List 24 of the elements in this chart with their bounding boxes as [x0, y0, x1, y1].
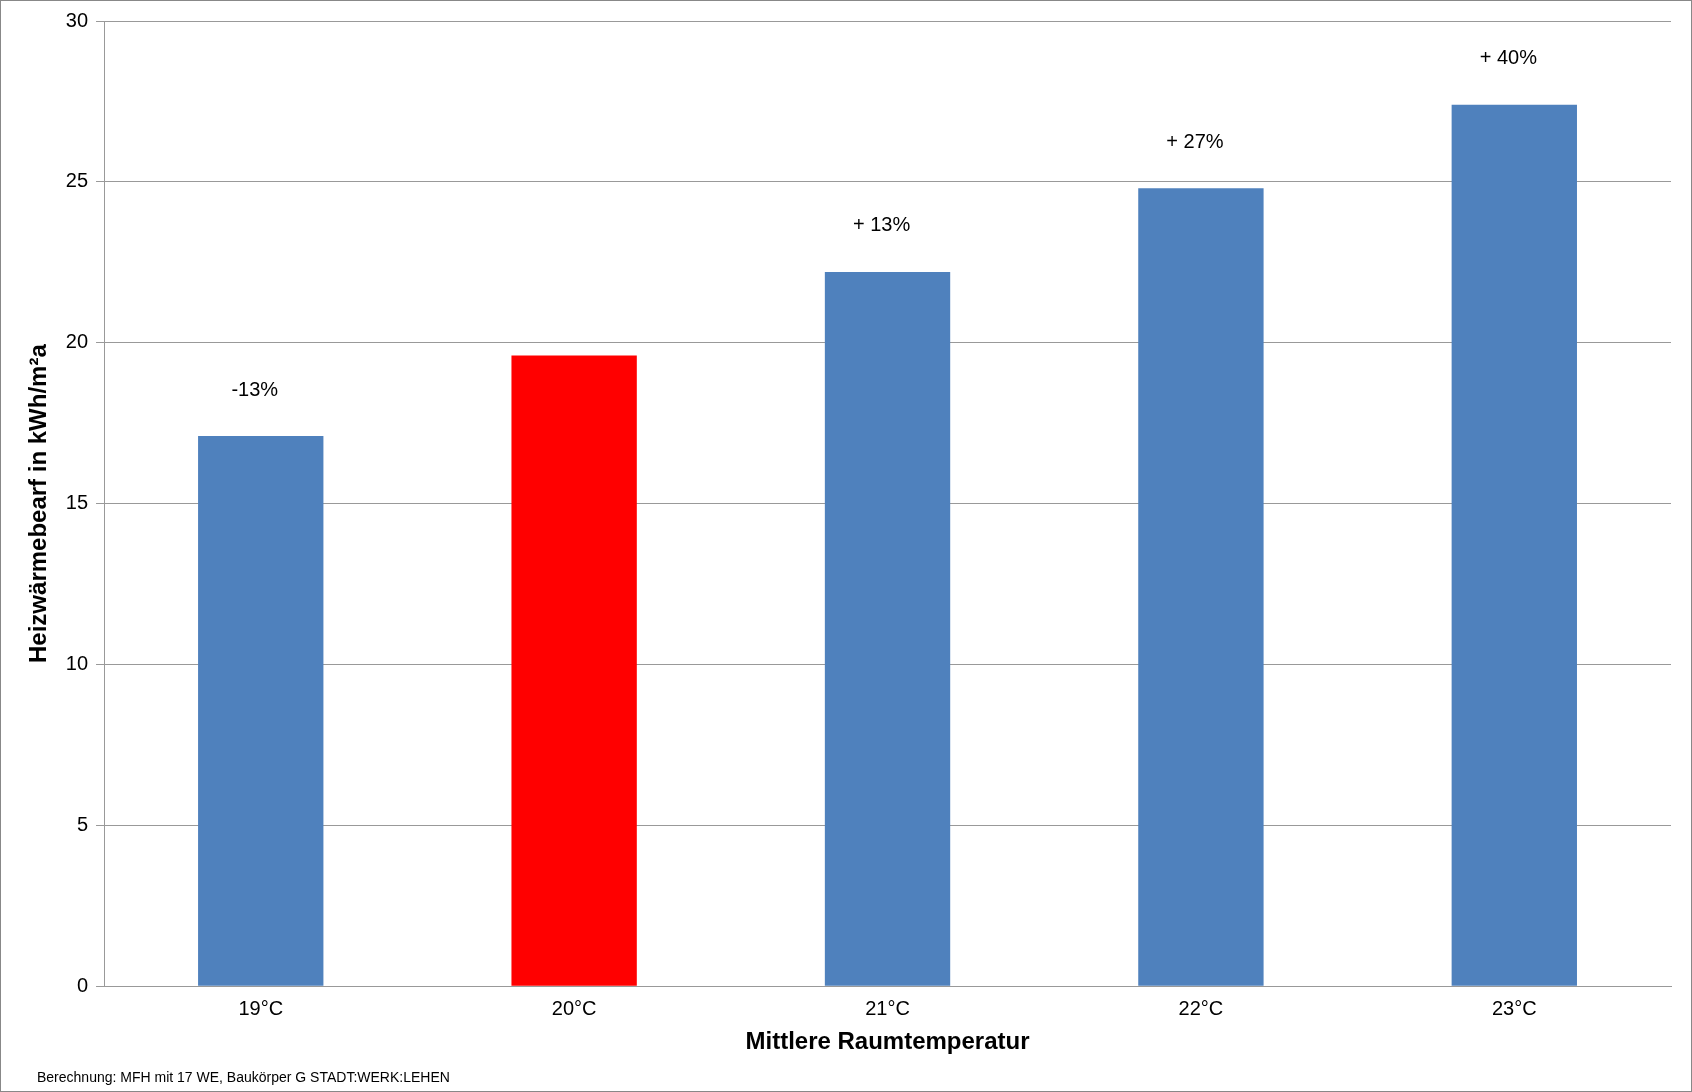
bar [1138, 188, 1264, 986]
x-tick-label: 23°C [1491, 996, 1537, 1019]
y-tick-label: 25 [65, 169, 89, 192]
annotation: -13% [231, 377, 279, 400]
bar [198, 436, 324, 986]
y-tick-label: 20 [65, 330, 89, 353]
bar [824, 271, 951, 986]
y-axis-title: Heizwärmebearf in kWh/m²a [24, 343, 52, 663]
y-tick-label: 5 [76, 812, 89, 835]
x-tick-label: 20°C [551, 996, 597, 1019]
y-tick-label: 0 [76, 973, 89, 996]
x-axis-title: Mittlere Raumtemperatur [745, 1027, 1030, 1055]
x-tick-label: 19°C [238, 996, 284, 1019]
bar [511, 355, 637, 986]
x-tick-label: 21°C [865, 996, 910, 1019]
y-tick-label: 10 [65, 651, 89, 674]
y-tick-label: 30 [65, 8, 89, 31]
y-tick-label: 15 [65, 491, 89, 514]
annotation: + 27% [1166, 129, 1224, 152]
text: Berechnung: MFH mit 17 WE, Baukörper G STADT:WERK:LEHEN [37, 1068, 450, 1085]
bar [1451, 104, 1577, 986]
annotation: + 13% [852, 213, 911, 236]
x-tick-label: 22°C [1178, 996, 1224, 1019]
annotation: + 40% [1479, 46, 1538, 69]
